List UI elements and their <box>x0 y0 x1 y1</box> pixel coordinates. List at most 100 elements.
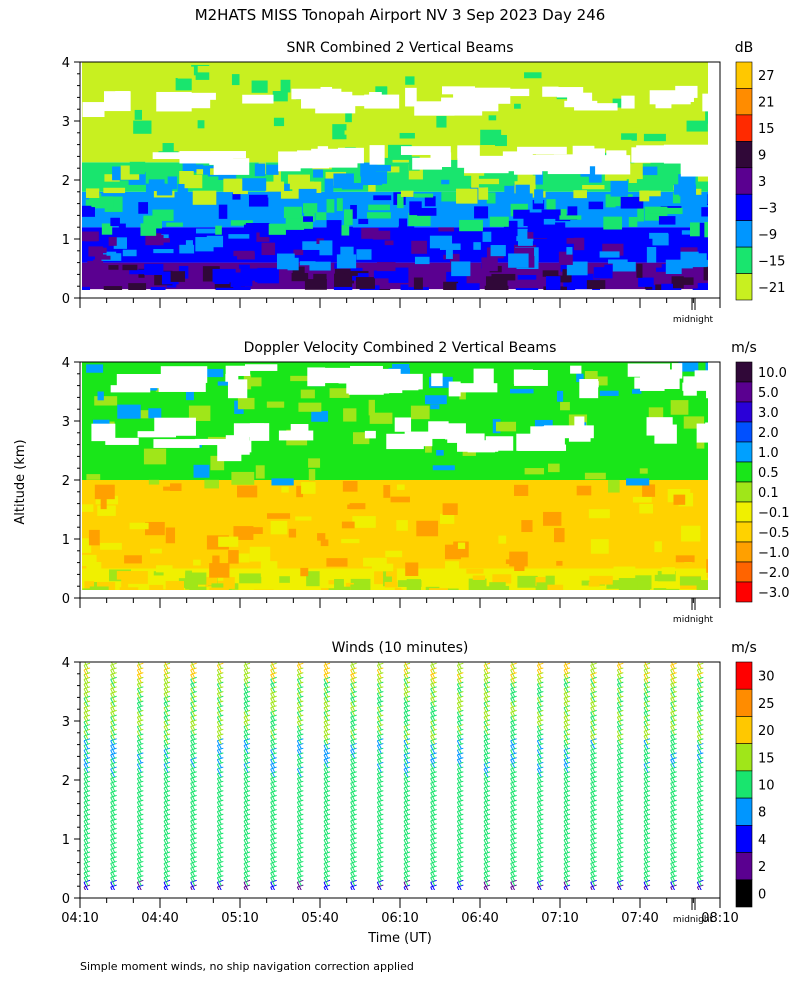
wind-barb <box>163 863 169 872</box>
wind-barb <box>430 764 436 773</box>
wind-barb <box>83 688 89 698</box>
colorbar-label: −1.0 <box>758 546 790 561</box>
wind-barb <box>136 735 142 745</box>
wind-barb <box>323 707 329 716</box>
wind-barb <box>376 806 382 816</box>
wind-barb <box>243 839 249 849</box>
wind-barb <box>83 735 89 745</box>
wind-barb <box>190 797 196 806</box>
wind-barb <box>536 797 542 806</box>
wind-barb <box>563 731 569 740</box>
wind-barb <box>590 773 596 782</box>
wind-barb <box>616 726 622 735</box>
wind-barb <box>643 778 649 787</box>
wind-profile <box>510 662 517 890</box>
wind-barb <box>483 688 489 698</box>
wind-barb <box>403 679 409 688</box>
wind-barb <box>296 683 302 693</box>
wind-barb <box>643 792 649 801</box>
wind-barb <box>243 716 249 726</box>
wind-barb <box>243 679 249 688</box>
wind-barb <box>376 877 382 886</box>
y-tick-label: 3 <box>62 715 70 730</box>
wind-barb <box>430 693 436 702</box>
wind-barb <box>270 773 276 782</box>
colorbar-label: −3.0 <box>758 586 790 601</box>
wind-barb <box>510 787 516 797</box>
wind-barb <box>590 731 596 740</box>
wind-barb <box>483 886 487 890</box>
wind-barb <box>190 773 196 782</box>
colorbar-label: −3 <box>758 201 777 216</box>
wind-barb <box>376 698 382 707</box>
wind-barb <box>616 683 622 693</box>
wind-barb <box>563 830 569 839</box>
wind-barb <box>403 834 409 844</box>
wind-barb <box>376 863 382 872</box>
wind-barb <box>536 754 542 764</box>
wind-barb <box>696 749 702 759</box>
wind-barb <box>110 877 116 886</box>
wind-barb <box>536 688 542 698</box>
panel-title: Winds (10 minutes) <box>332 640 469 656</box>
wind-barb <box>296 849 302 858</box>
wind-barb <box>216 816 222 825</box>
wind-barb <box>216 844 222 853</box>
wind-barb <box>350 787 356 797</box>
wind-barb <box>563 806 569 816</box>
wind-barb <box>643 825 649 834</box>
wind-barb <box>350 853 356 863</box>
wind-barb <box>243 778 249 787</box>
wind-barb <box>270 839 276 849</box>
wind-barb <box>510 867 516 877</box>
colorbar-label: −0.5 <box>758 526 790 541</box>
wind-barb <box>190 872 196 882</box>
wind-barb <box>270 716 276 726</box>
wind-barb <box>323 806 329 816</box>
wind-barb <box>643 688 649 698</box>
wind-barb <box>136 688 142 698</box>
wind-barb <box>590 801 596 811</box>
wind-barb <box>696 702 702 712</box>
wind-barb <box>616 688 622 698</box>
wind-barb <box>136 679 142 688</box>
wind-barb <box>243 882 249 890</box>
wind-barb <box>323 782 329 792</box>
wind-barb <box>243 825 249 834</box>
wind-barb <box>350 712 356 721</box>
wind-barb <box>216 754 222 764</box>
wind-barb <box>216 712 222 721</box>
wind-barb <box>163 773 169 782</box>
wind-barb <box>590 797 596 806</box>
wind-barb <box>643 664 649 674</box>
wind-barb <box>243 877 249 886</box>
wind-barb <box>456 782 462 792</box>
wind-barb <box>643 863 649 872</box>
wind-barb <box>136 759 142 768</box>
wind-barb <box>110 830 116 839</box>
wind-barb <box>456 773 462 782</box>
wind-barb <box>510 811 516 820</box>
wind-barb <box>376 811 382 820</box>
wind-barb <box>670 745 676 754</box>
wind-barb <box>110 662 116 669</box>
wind-barb <box>296 853 302 863</box>
wind-barb <box>536 806 542 816</box>
wind-barb <box>510 886 513 890</box>
wind-barb <box>590 820 596 830</box>
wind-barb <box>563 853 569 863</box>
wind-barb <box>136 768 142 778</box>
wind-barb <box>216 745 222 754</box>
wind-barb <box>590 740 596 749</box>
wind-barb <box>190 839 196 849</box>
wind-barb <box>350 820 356 830</box>
wind-barb <box>643 749 649 759</box>
wind-barb <box>563 816 569 825</box>
wind-barb <box>483 721 489 731</box>
wind-barb <box>643 754 649 764</box>
wind-barb <box>430 858 436 867</box>
wind-barb <box>136 801 142 811</box>
wind-barb <box>590 664 596 674</box>
wind-barb <box>110 716 116 726</box>
wind-barb <box>350 735 356 745</box>
